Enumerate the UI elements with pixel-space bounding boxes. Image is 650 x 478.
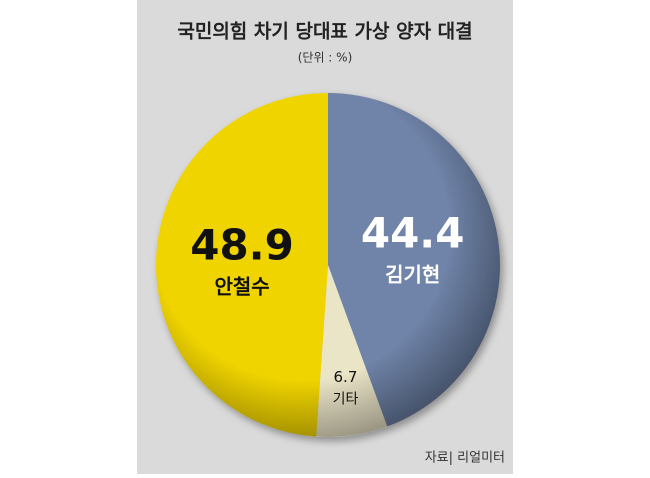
value-label: 6.7 [334,368,358,386]
source: 자료| 리얼미터 [425,451,505,466]
category-label: 기타 [333,392,359,408]
category-label: 안철수 [214,275,269,299]
pie [155,93,500,437]
chart-title: 국민의힘 차기 당대표 가상 양자 대결 [177,21,472,43]
pie-shading [156,93,500,437]
category-label: 김기현 [385,262,440,286]
chart-subtitle: (단위 : %) [298,51,353,65]
value-label: 48.9 [190,221,294,270]
value-label: 44.4 [361,208,465,257]
